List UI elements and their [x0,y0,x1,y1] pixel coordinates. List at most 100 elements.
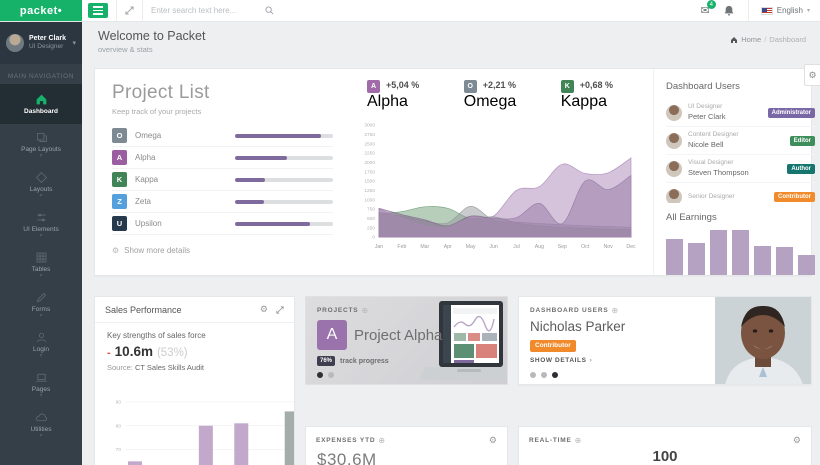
sidebar-item-tables[interactable]: Tables ▾ [0,244,82,284]
project-letter-tile: U [112,216,127,231]
progress-bar [235,177,333,182]
stat-letter-tile: K [560,80,574,93]
fullscreen-icon[interactable] [125,6,134,15]
card-label: DASHBOARD USERS ⊕ [530,306,619,315]
chevron-right-icon: › [589,357,593,364]
carousel-dot[interactable] [328,372,334,378]
gear-icon[interactable]: ⚙ [259,304,268,314]
card-label: PROJECTS ⊕ [317,306,369,315]
svg-text:Mar: Mar [420,244,429,250]
expand-icon[interactable] [276,305,284,314]
carousel-dot[interactable] [552,372,558,378]
sliders-icon [36,213,46,221]
notifications-bell-icon[interactable] [724,5,734,16]
search-icon[interactable] [265,6,274,15]
page-header: Welcome to Packet overview & stats Home … [82,22,820,60]
show-details-link[interactable]: SHOW DETAILS › [530,357,593,364]
circle-plus-icon[interactable]: ⊕ [574,435,583,445]
carousel-dot[interactable] [317,372,323,378]
user-role: UI Designer [29,43,64,51]
svg-text:1250: 1250 [364,188,375,194]
sidebar-item-dashboard[interactable]: Dashboard [0,84,82,124]
svg-text:Aug: Aug [535,244,544,250]
sidebar-item-utilities[interactable]: Utilities ▾ [0,404,82,444]
stat-label: Kappa [560,93,607,110]
nav-section-label: MAIN NAVIGATION [7,73,75,80]
circle-plus-icon[interactable]: ⊕ [378,435,386,445]
sales-percent: (53%) [156,347,188,359]
project-row[interactable]: A Alpha [112,147,333,169]
svg-text:Nov: Nov [603,244,613,250]
svg-text:Sep: Sep [558,244,567,250]
submenu-caret-icon: ▾ [39,272,43,279]
stat-letter-tile: O [463,80,477,93]
progress-bar [235,199,333,204]
sidebar-item-page-layouts[interactable]: Page Layouts ▾ [0,124,82,164]
svg-text:Oct: Oct [581,244,590,250]
project-row[interactable]: K Kappa [112,169,333,191]
user-row[interactable]: Content Designer Nicole Bell Editor [666,127,815,155]
gear-icon: ⚙ [808,69,817,80]
user-row[interactable]: Visual Designer Steven Thompson Author [666,155,815,183]
language-selector[interactable]: English ▾ [747,0,810,22]
breadcrumb-home-link[interactable]: Home [741,35,762,44]
user-row[interactable]: Senior Designer Contributor [666,183,815,203]
submenu-caret-icon: ▾ [39,432,43,439]
svg-text:70: 70 [116,447,122,453]
gear-icon[interactable]: ⚙ [488,434,497,445]
project-list: O Omega A Alpha K Kappa [112,125,333,235]
project-letter-tile: K [112,172,127,187]
carousel-dot[interactable] [530,372,536,378]
search-input[interactable] [151,6,261,15]
project-row[interactable]: U Upsilon [112,213,333,235]
circle-plus-icon[interactable]: ⊕ [611,306,619,315]
stat-omega: O +2,21 % [463,80,516,93]
sidebar-toggle-button[interactable] [88,3,108,18]
theme-settings-tab[interactable]: ⚙ [804,64,820,86]
avatar [666,189,682,203]
circle-plus-icon[interactable]: ⊕ [361,306,369,315]
carousel-dot[interactable] [541,372,547,378]
svg-text:250: 250 [367,225,375,231]
messages-icon[interactable]: ✉ 4 [701,0,716,17]
role-badge: Contributor [774,192,815,202]
project-letter-tile: A [112,150,127,165]
submenu-caret-icon: ▾ [39,392,43,399]
active-users-count: 100 [652,447,678,465]
gear-icon: ⚙ [112,246,120,255]
caret-down-icon: ▾ [72,40,76,47]
user-row[interactable]: UI Designer Peter Clark Administrator [666,99,815,127]
search-bar [151,6,274,15]
svg-text:80: 80 [116,423,122,429]
avatar [666,160,682,177]
project-letter-tile: O [112,128,127,143]
sales-performance-card: Sales Performance ⚙ Key strengths of sal… [94,296,295,465]
sales-value: 10.6m [114,344,153,359]
project-row[interactable]: Z Zeta [112,191,333,213]
users-list: UI Designer Peter Clark Administrator Con… [666,99,815,203]
sidebar-item-login[interactable]: Login ▾ [0,324,82,364]
progress-badge: 76% [317,356,336,366]
home-icon [36,94,46,105]
project-row[interactable]: O Omega [112,125,333,147]
user-profile-dropdown[interactable]: Peter Clark UI Designer ▾ [0,22,82,64]
svg-text:1000: 1000 [364,197,375,203]
svg-text:0: 0 [372,235,375,241]
sales-bar-chart: 102030405060708090 [116,399,294,465]
role-badge: Administrator [767,107,815,118]
sidebar-item-ui-elements[interactable]: UI Elements ▾ [0,204,82,244]
carousel-dots [317,372,334,378]
svg-text:Jan: Jan [375,244,383,250]
featured-user-name: Nicholas Parker [530,319,626,334]
project-letter-tile: A [317,320,347,350]
sidebar-item-layouts[interactable]: Layouts ▾ [0,164,82,204]
show-more-details-link[interactable]: ⚙ Show more details [112,246,190,255]
laptop-illustration [420,301,507,380]
gear-icon[interactable]: ⚙ [792,434,801,445]
user-icon [36,332,46,342]
sidebar-item-forms[interactable]: Forms ▾ [0,284,82,324]
user-photo [715,297,811,384]
submenu-caret-icon: ▾ [39,152,43,159]
sidebar-item-pages[interactable]: Pages ▾ [0,364,82,404]
